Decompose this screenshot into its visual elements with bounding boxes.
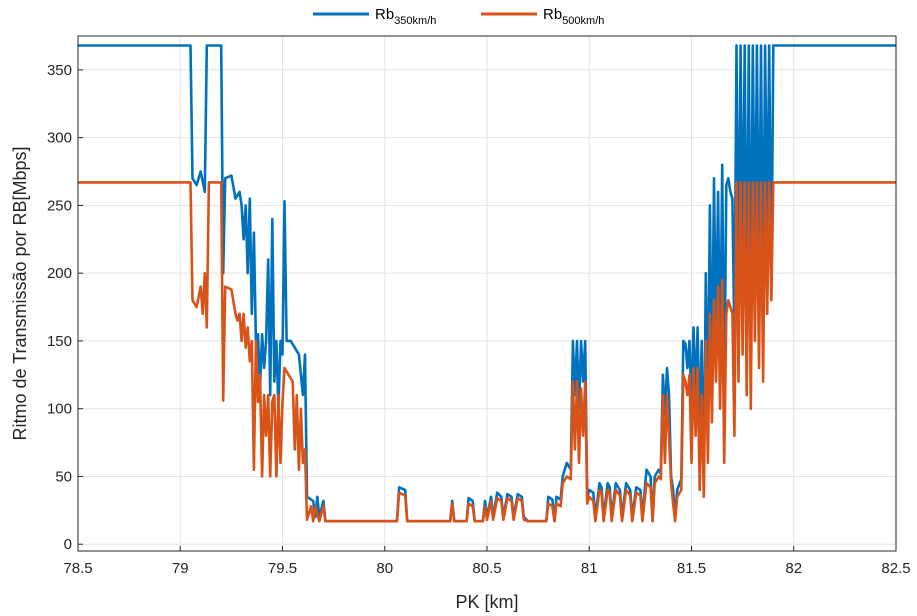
y-tick-label: 100: [47, 401, 72, 418]
series-line-0: [78, 44, 896, 523]
series-line-1: [78, 181, 896, 523]
y-tick-label: 50: [55, 468, 72, 485]
x-tick-label: 79.5: [268, 560, 297, 577]
legend-label-1: Rb500km/h: [543, 6, 604, 27]
x-axis-label: PK [km]: [455, 592, 518, 612]
x-tick-label: 80.5: [472, 560, 501, 577]
legend-label-0: Rb350km/h: [375, 6, 436, 27]
x-tick-label: 81.5: [677, 560, 706, 577]
legend-label-base: Rb: [375, 6, 394, 23]
y-tick-label: 150: [47, 333, 72, 350]
y-axis-label: Ritmo de Transmissão por RB[Mbps]: [10, 146, 30, 440]
legend-label-base: Rb: [543, 6, 562, 23]
x-tick-label: 82.5: [881, 560, 910, 577]
x-tick-label: 79: [172, 560, 189, 577]
legend: Rb350km/h Rb500km/h: [313, 6, 604, 27]
legend-label-subscript: 350km/h: [394, 15, 436, 27]
y-tick-label: 350: [47, 62, 72, 79]
y-tick-label: 0: [64, 536, 72, 553]
legend-label-subscript: 500km/h: [562, 15, 604, 27]
x-tick-label: 82: [785, 560, 802, 577]
plot-lines: [78, 44, 896, 523]
y-axis-ticks: 0 50 100 150 200 250 300 350: [47, 62, 83, 553]
x-tick-label: 80: [376, 560, 393, 577]
x-tick-label: 78.5: [63, 560, 92, 577]
y-tick-label: 250: [47, 197, 72, 214]
x-axis-ticks: 78.5 79 79.5 80 80.5 81 81.5 82 82.5: [63, 546, 911, 577]
y-tick-label: 200: [47, 265, 72, 282]
y-tick-label: 300: [47, 130, 72, 147]
x-tick-label: 81: [581, 560, 598, 577]
